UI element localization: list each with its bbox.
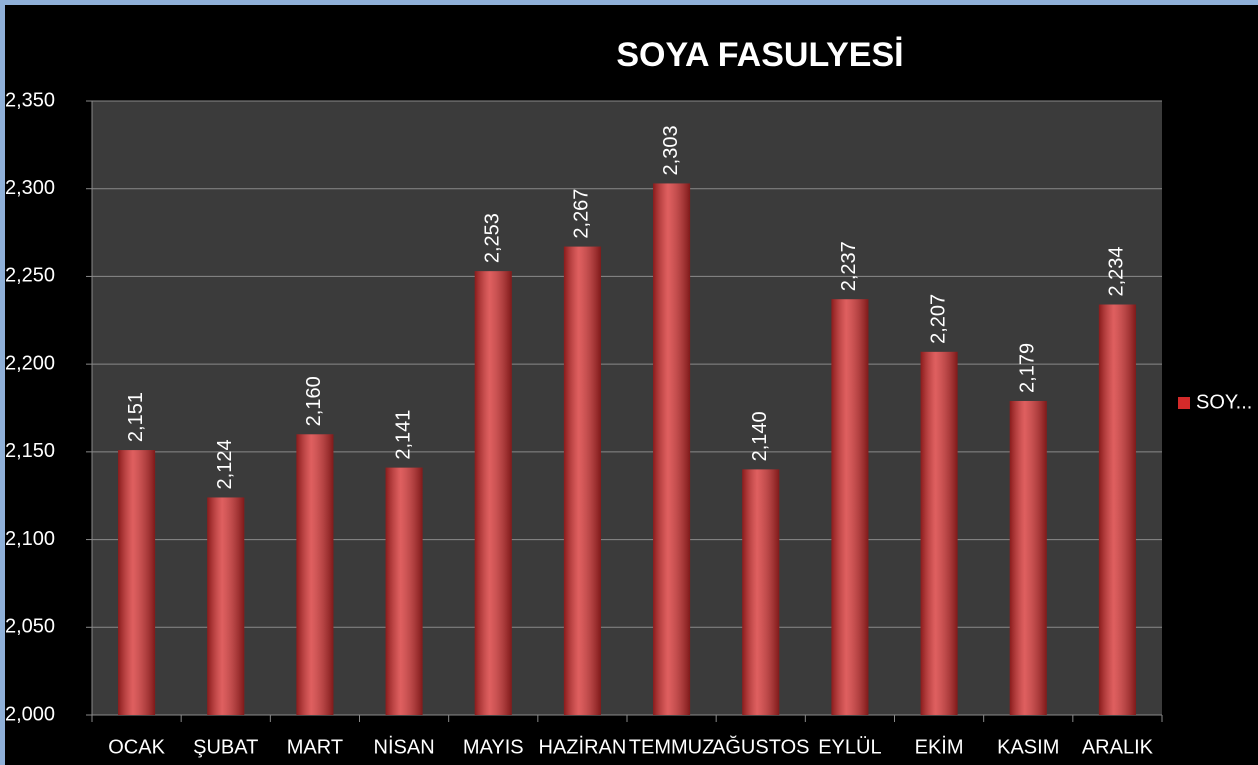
x-tick-label: HAZİRAN — [539, 735, 627, 758]
data-label: 2,207 — [927, 294, 949, 344]
y-tick-label: 2,000 — [5, 703, 55, 725]
x-tick-label: MAYIS — [463, 736, 524, 758]
data-label: 2,253 — [482, 213, 504, 263]
legend-label: SOY... — [1196, 391, 1252, 413]
y-tick-label: 2,150 — [5, 440, 55, 462]
y-tick-label: 2,100 — [5, 528, 55, 550]
data-label: 2,151 — [125, 392, 147, 442]
x-tick-label: ŞUBAT — [193, 736, 258, 758]
data-label: 2,140 — [749, 411, 771, 461]
x-tick-label: TEMMUZ — [629, 736, 715, 758]
y-tick-label: 2,050 — [5, 616, 55, 638]
plot-area — [92, 101, 1162, 715]
legend-swatch — [1178, 397, 1190, 409]
x-tick-label: KASIM — [997, 736, 1059, 758]
bar-shine — [920, 351, 958, 715]
bar-shine — [1009, 400, 1047, 715]
bar-shine — [474, 271, 512, 715]
bar-shine — [207, 497, 245, 715]
bar-shine — [296, 434, 334, 715]
data-label: 2,179 — [1017, 343, 1039, 393]
data-label: 2,160 — [303, 376, 325, 426]
bar-shine — [1098, 304, 1136, 715]
bar-shine — [653, 183, 691, 716]
x-tick-label: EKİM — [915, 735, 964, 758]
frame-top — [0, 0, 1258, 5]
y-tick-label: 2,200 — [5, 352, 55, 374]
data-label: 2,237 — [838, 241, 860, 291]
bar-shine — [742, 469, 780, 715]
bar-shine — [385, 467, 423, 715]
x-tick-label: EYLÜL — [818, 736, 881, 758]
data-label: 2,141 — [392, 410, 414, 460]
data-label: 2,234 — [1106, 246, 1128, 296]
y-tick-label: 2,350 — [5, 89, 55, 111]
y-tick-label: 2,300 — [5, 177, 55, 199]
x-tick-label: NİSAN — [374, 735, 435, 758]
x-tick-label: MART — [287, 736, 343, 758]
x-tick-label: ARALIK — [1082, 736, 1154, 758]
chart-title: SOYA FASULYESİ — [616, 36, 903, 74]
data-label: 2,303 — [660, 125, 682, 175]
bar-shine — [563, 246, 601, 715]
bar-shine — [118, 450, 156, 715]
x-tick-label: AĞUSTOS — [712, 735, 809, 758]
data-label: 2,124 — [214, 439, 236, 489]
y-tick-label: 2,250 — [5, 265, 55, 287]
data-label: 2,267 — [571, 189, 593, 239]
frame-left — [0, 0, 5, 765]
bar-shine — [831, 299, 869, 715]
x-tick-label: OCAK — [108, 736, 165, 758]
